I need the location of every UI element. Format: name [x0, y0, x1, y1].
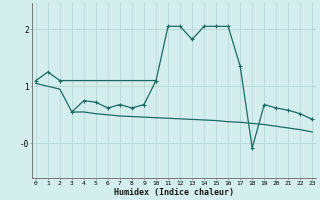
X-axis label: Humidex (Indice chaleur): Humidex (Indice chaleur)	[114, 188, 234, 197]
